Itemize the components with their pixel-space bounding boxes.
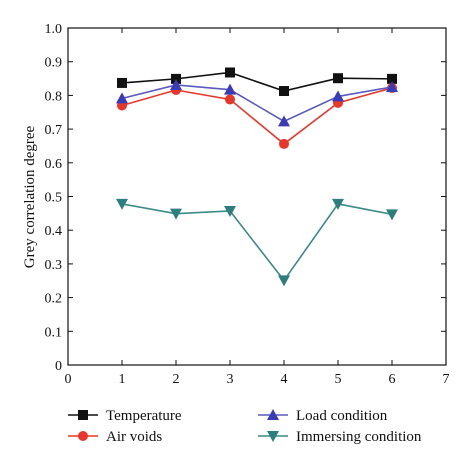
data-point [116,92,128,104]
data-point [224,83,236,95]
legend-item: Temperature [68,408,182,424]
series-layer [116,67,398,287]
x-tick-label: 1 [119,372,126,387]
data-point [170,208,182,220]
legend-label: Load condition [296,408,388,424]
legend-item: Air voids [68,429,162,445]
legend-marker [78,410,88,420]
x-tick-label: 4 [281,372,288,387]
data-point [116,198,128,210]
y-tick-label: 0.2 [45,292,63,307]
series-2 [116,78,398,127]
legend-label: Immersing condition [296,429,422,445]
data-point [387,73,397,84]
legend: Temperature Air voids Load condition Immers… [68,408,422,445]
data-point [332,90,344,102]
data-point [333,73,343,84]
y-tick-label: 0.5 [45,191,63,206]
y-tick-label: 1.0 [45,22,63,37]
y-tick-label: 0.4 [45,224,63,239]
data-point [386,209,398,221]
series-line [121,87,393,145]
y-tick-label: 0.7 [45,123,63,138]
legend-item: Immersing condition [258,429,422,445]
data-point [332,198,344,210]
data-point [225,67,235,78]
y-tick-label: 0.6 [45,157,63,172]
x-tick-label: 5 [335,372,342,387]
x-tick-label: 3 [227,372,234,387]
series-0 [117,67,397,97]
x-tick-label: 0 [65,372,72,387]
series-line [121,203,393,282]
data-point [279,86,289,97]
x-tick-label: 7 [443,372,450,387]
y-tick-label: 0.9 [45,56,63,71]
x-tick-label: 2 [173,372,180,387]
x-tick-label: 6 [389,372,396,387]
legend-label: Air voids [106,429,162,445]
axes: 0 1 2 3 4 5 6 7 0 0.1 0.2 0.3 0.4 0.5 0.6 0.7 0.8 0.9 1.0 [45,22,450,387]
series-3 [116,198,398,287]
legend-marker [267,409,279,420]
legend-label: Temperature [106,408,182,424]
data-point [171,73,181,84]
data-point [225,94,235,105]
legend-marker [267,431,279,442]
y-tick-label: 0.3 [45,258,63,273]
data-point [279,138,289,149]
legend-item: Load condition [258,408,388,424]
data-point [170,78,182,90]
data-point [224,205,236,217]
y-tick-label: 0.1 [45,325,63,340]
y-tick-label: 0 [55,359,62,374]
data-point [117,77,127,88]
series-line [121,84,393,123]
data-point [386,80,398,92]
data-point [278,275,290,287]
legend-marker [78,431,88,441]
series-line [121,71,393,92]
y-tick-label: 0.8 [45,89,63,104]
data-point [278,115,290,127]
y-axis-label: Grey correlation degree [22,125,38,268]
